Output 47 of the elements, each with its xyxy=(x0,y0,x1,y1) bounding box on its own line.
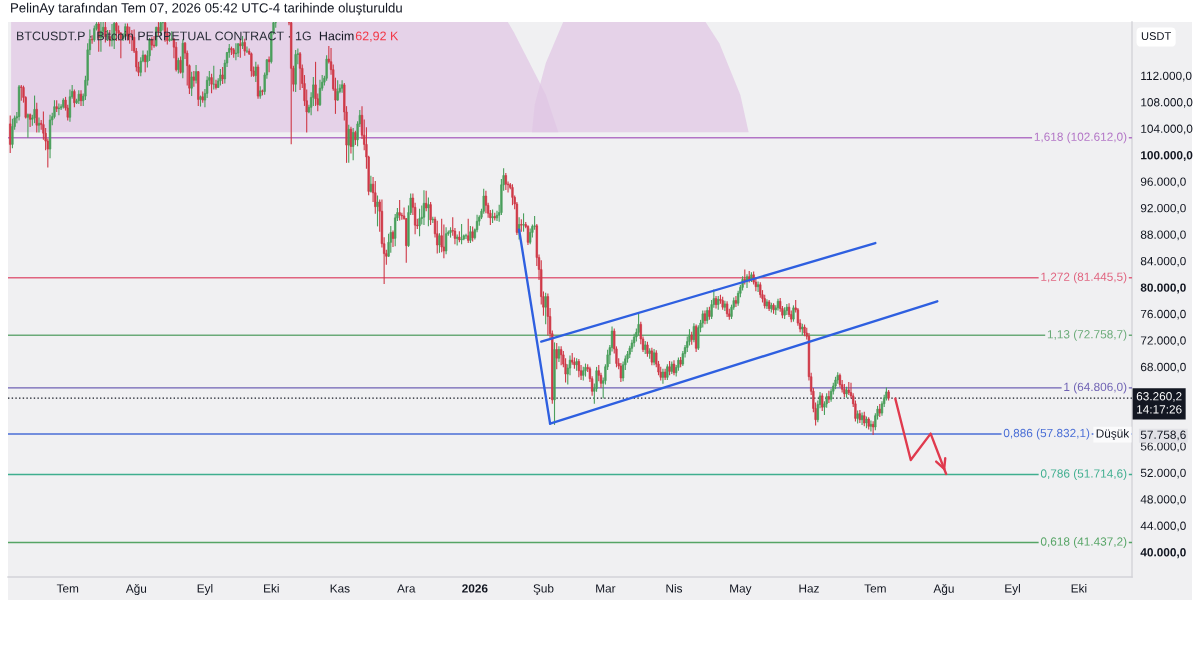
x-tick-label: Nis xyxy=(666,583,683,593)
x-tick-label: Ara xyxy=(397,584,416,593)
y-tick-label: 56.000,0 xyxy=(1140,442,1186,452)
y-tick-label: 88.000,0 xyxy=(1140,230,1186,241)
x-tick-label: Eyl xyxy=(197,583,213,595)
x-tick-label: Haz xyxy=(799,584,819,593)
x-tick-label: Eki xyxy=(264,583,279,593)
x-tick-label: Eyl xyxy=(1005,583,1020,595)
annotation: Düşük xyxy=(1096,429,1130,441)
y-tick-label: 44.000,0 xyxy=(1140,521,1186,532)
y-tick-label: 104.000,0 xyxy=(1141,124,1193,135)
y-tick-label: 57.758,6 xyxy=(1140,430,1186,441)
y-tick-label: 40.000,0 xyxy=(1140,548,1186,559)
y-tick-label: 68.000,0 xyxy=(1140,362,1186,373)
y-tick-label: 92.000,0 xyxy=(1140,203,1186,214)
chart-title: PelinAy tarafından Tem 07, 2026 05:42 UTC-4 tarihinde oluşturuldu xyxy=(11,2,402,16)
annotation: Hacim xyxy=(319,31,354,41)
y-tick-label: 84.000,0 xyxy=(1140,256,1186,267)
x-tick-label: Mar xyxy=(596,584,616,593)
x-tick-label: Ağu xyxy=(933,583,954,596)
ref-line-label: 1 (64.806,0) xyxy=(1064,382,1127,394)
y-axis-title: USDT xyxy=(1141,32,1171,40)
y-tick-label: 112.000,0 xyxy=(1141,71,1192,82)
x-tick-label: 2026 xyxy=(462,584,488,593)
y-tick-label: 96.000,0 xyxy=(1140,177,1186,188)
y-tick-label: 80.000,0 xyxy=(1140,283,1186,294)
ref-line-label: 1,272 (81.445,5) xyxy=(1041,272,1127,284)
x-tick-label: Eki xyxy=(1071,583,1087,593)
y-tick-label: 72.000,0 xyxy=(1140,336,1186,347)
ref-line-label: 1,13 (72.758,7) xyxy=(1047,329,1127,341)
ref-line-label: 0,786 (51.714,6) xyxy=(1040,469,1127,481)
x-tick-label: Ağu xyxy=(125,583,147,596)
y-tick-label: 100.000,0 xyxy=(1141,151,1193,162)
ref-line-label: 0,886 (57.832,1) xyxy=(1003,428,1090,440)
y-tick-label: 108.000,0 xyxy=(1141,98,1193,108)
ref-line-label: 0,618 (41.437,2) xyxy=(1040,537,1127,549)
ref-line-label: 1,618 (102.612,0) xyxy=(1034,132,1127,144)
annotation: 62,92 K xyxy=(355,31,399,42)
y-tick-label: 52.000,0 xyxy=(1140,468,1186,479)
y-tick-label: 48.000,0 xyxy=(1140,495,1186,505)
x-tick-label: May xyxy=(730,584,752,595)
x-tick-label: Kas xyxy=(330,584,350,593)
x-tick-label: Tem xyxy=(864,584,886,593)
x-tick-label: Tem xyxy=(56,584,79,593)
y-tick-label: 76.000,0 xyxy=(1140,309,1186,320)
x-tick-label: Şub xyxy=(533,583,554,595)
ref-line-label: 63.260,2 14:17:26 xyxy=(1136,392,1182,414)
